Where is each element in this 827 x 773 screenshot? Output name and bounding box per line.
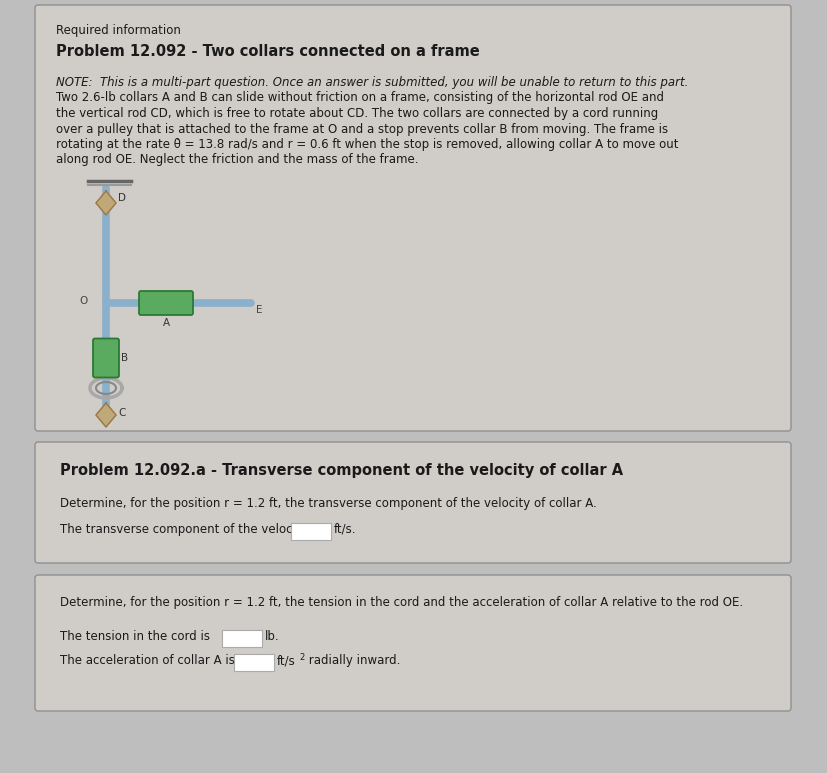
FancyBboxPatch shape xyxy=(35,575,790,711)
Text: Problem 12.092 - Two collars connected on a frame: Problem 12.092 - Two collars connected o… xyxy=(56,44,479,59)
Text: O: O xyxy=(79,296,88,306)
FancyBboxPatch shape xyxy=(35,442,790,563)
Text: B: B xyxy=(121,353,128,363)
Text: The transverse component of the velocity is: The transverse component of the velocity… xyxy=(60,523,321,536)
FancyBboxPatch shape xyxy=(290,523,331,540)
Text: Required information: Required information xyxy=(56,24,180,37)
Text: radially inward.: radially inward. xyxy=(304,654,400,667)
Text: lb.: lb. xyxy=(265,630,280,643)
Text: Two 2.6-lb collars A and B can slide without friction on a frame, consisting of : Two 2.6-lb collars A and B can slide wit… xyxy=(56,91,663,104)
Polygon shape xyxy=(96,403,116,427)
FancyBboxPatch shape xyxy=(222,630,261,647)
Text: over a pulley that is attached to the frame at O and a stop prevents collar B fr: over a pulley that is attached to the fr… xyxy=(56,122,667,135)
FancyBboxPatch shape xyxy=(93,339,119,377)
Text: 2: 2 xyxy=(299,653,304,662)
Text: rotating at the rate θ̇ = 13.8 rad/s and r = 0.6 ft when the stop is removed, al: rotating at the rate θ̇ = 13.8 rad/s and… xyxy=(56,138,677,151)
Text: Determine, for the position r = 1.2 ft, the tension in the cord and the accelera: Determine, for the position r = 1.2 ft, … xyxy=(60,596,742,609)
Text: Determine, for the position r = 1.2 ft, the transverse component of the velocity: Determine, for the position r = 1.2 ft, … xyxy=(60,497,596,510)
Polygon shape xyxy=(96,191,116,215)
FancyBboxPatch shape xyxy=(139,291,193,315)
Text: along rod OE. Neglect the friction and the mass of the frame.: along rod OE. Neglect the friction and t… xyxy=(56,154,418,166)
Text: D: D xyxy=(118,193,126,203)
FancyBboxPatch shape xyxy=(234,654,274,671)
Text: The tension in the cord is: The tension in the cord is xyxy=(60,630,210,643)
Text: Problem 12.092.a - Transverse component of the velocity of collar A: Problem 12.092.a - Transverse component … xyxy=(60,463,623,478)
Text: C: C xyxy=(118,408,125,418)
FancyBboxPatch shape xyxy=(35,5,790,431)
Text: A: A xyxy=(162,318,170,328)
Text: NOTE:  This is a multi-part question. Once an answer is submitted, you will be u: NOTE: This is a multi-part question. Onc… xyxy=(56,76,687,89)
Text: the vertical rod CD, which is free to rotate about CD. The two collars are conne: the vertical rod CD, which is free to ro… xyxy=(56,107,657,120)
Text: The acceleration of collar A is: The acceleration of collar A is xyxy=(60,654,235,667)
Text: ft/s: ft/s xyxy=(277,654,295,667)
Text: ft/s.: ft/s. xyxy=(333,523,356,536)
Text: E: E xyxy=(256,305,262,315)
